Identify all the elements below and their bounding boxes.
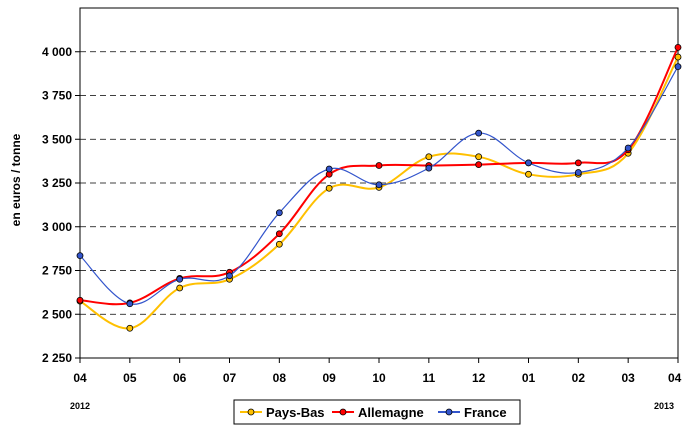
- legend-box: [233, 399, 521, 425]
- data-point: [674, 53, 682, 61]
- data-point: [375, 162, 383, 169]
- legend-item: France: [438, 405, 507, 420]
- data-point: [275, 230, 283, 238]
- x-tick-label: 07: [223, 371, 237, 385]
- legend-swatch-marker: [339, 408, 347, 416]
- y-tick-label: 3 250: [42, 176, 72, 190]
- data-point: [275, 209, 283, 217]
- x-axis: 04 05 06 07 08 09 10 11 12 01 02 03 04 2012 2013: [70, 358, 682, 411]
- data-point: [126, 324, 134, 332]
- series: [76, 43, 682, 332]
- legend-swatch-marker: [247, 408, 255, 416]
- x-tick-label: 04: [668, 371, 682, 385]
- data-point: [574, 159, 582, 167]
- data-point: [275, 240, 283, 248]
- x-tick-label: 11: [422, 371, 435, 385]
- data-point: [425, 153, 433, 161]
- x-tick-label: 01: [522, 371, 536, 385]
- data-point: [475, 129, 483, 137]
- year-label: 2012: [70, 401, 90, 411]
- data-point: [674, 43, 682, 51]
- x-tick-label: 08: [273, 371, 287, 385]
- x-tick-label: 10: [372, 371, 386, 385]
- y-axis: 2 250 2 500 2 750 3 000 3 250 3 500 3 750 4 000: [42, 45, 80, 365]
- x-tick-label: 03: [621, 371, 635, 385]
- x-tick-label: 04: [73, 371, 87, 385]
- x-tick-label: 05: [123, 371, 137, 385]
- data-point: [475, 153, 483, 161]
- x-tick-label: 06: [173, 371, 187, 385]
- legend-label: France: [464, 405, 507, 420]
- series-france: [76, 63, 682, 308]
- data-point: [126, 300, 134, 308]
- legend-label: Pays-Bas: [266, 405, 325, 420]
- data-point: [375, 181, 383, 189]
- y-tick-label: 3 500: [42, 132, 72, 146]
- legend-swatch-marker: [445, 408, 453, 416]
- data-point: [226, 272, 233, 280]
- legend-item: Pays-Bas: [240, 405, 325, 420]
- legend-label: Allemagne: [358, 405, 424, 420]
- data-point: [475, 161, 483, 169]
- data-point: [176, 284, 184, 292]
- data-point: [574, 169, 582, 176]
- y-tick-label: 3 750: [42, 89, 72, 103]
- y-tick-label: 2 250: [42, 351, 72, 365]
- data-point: [325, 184, 333, 192]
- data-point: [76, 296, 84, 304]
- data-point: [76, 252, 84, 260]
- y-tick-label: 2 500: [42, 307, 72, 321]
- data-point: [624, 144, 632, 152]
- legend-item: Allemagne: [332, 405, 424, 420]
- x-tick-label: 12: [472, 371, 486, 385]
- y-tick-label: 2 750: [42, 264, 72, 278]
- y-tick-label: 4 000: [42, 45, 72, 59]
- y-axis-label: en euros / tonne: [9, 133, 23, 226]
- x-tick-label: 09: [322, 371, 336, 385]
- data-point: [325, 165, 333, 173]
- year-label: 2013: [654, 401, 674, 411]
- y-tick-label: 3 000: [42, 220, 72, 234]
- data-point: [425, 164, 433, 172]
- data-point: [176, 275, 184, 283]
- data-point: [674, 63, 682, 71]
- data-point: [525, 170, 532, 178]
- data-point: [525, 159, 532, 167]
- legend: Pays-Bas Allemagne France: [233, 399, 521, 425]
- x-tick-label: 02: [572, 371, 586, 385]
